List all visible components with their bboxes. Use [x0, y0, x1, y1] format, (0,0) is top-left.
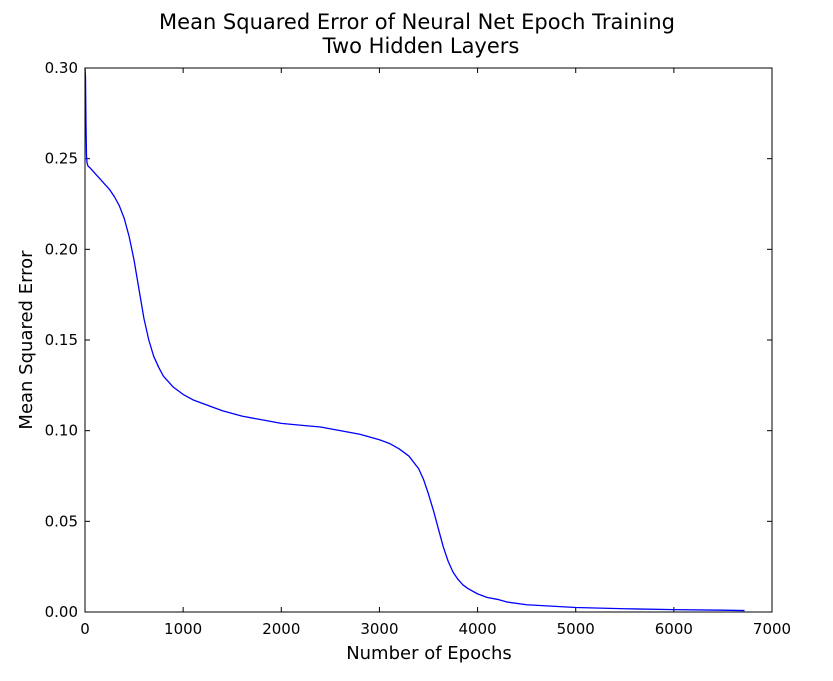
y-axis-label: Mean Squared Error	[16, 250, 37, 430]
x-tick-label: 1000	[164, 620, 202, 638]
x-axis-label: Number of Epochs	[346, 643, 512, 664]
y-tick-label: 0.10	[45, 422, 78, 440]
axis-ticks: 0 1000 2000 3000 4000 5000 6000 7000 0.00 0.05 0.1…	[45, 59, 792, 638]
series-lines	[84, 67, 745, 612]
y-tick-label: 0.25	[45, 150, 78, 168]
y-tick-label: 0.15	[45, 331, 78, 349]
x-tick-label: 7000	[753, 620, 791, 638]
chart-subtitle: Two Hidden Layers	[322, 34, 520, 58]
x-tick-label: 3000	[360, 620, 398, 638]
y-tick-label: 0.20	[45, 240, 78, 258]
x-tick-label: 6000	[655, 620, 693, 638]
x-tick-label: 4000	[458, 620, 496, 638]
y-tick-label: 0.05	[45, 512, 78, 530]
chart-title: Mean Squared Error of Neural Net Epoch T…	[159, 10, 675, 34]
y-tick-label: 0.30	[45, 59, 78, 77]
x-tick-label: 2000	[262, 620, 300, 638]
plot-frame	[84, 67, 773, 613]
x-tick-label: 5000	[557, 620, 595, 638]
x-tick-label: 0	[80, 620, 90, 638]
y-tick-label: 0.00	[45, 603, 78, 621]
series-line	[84, 67, 745, 612]
